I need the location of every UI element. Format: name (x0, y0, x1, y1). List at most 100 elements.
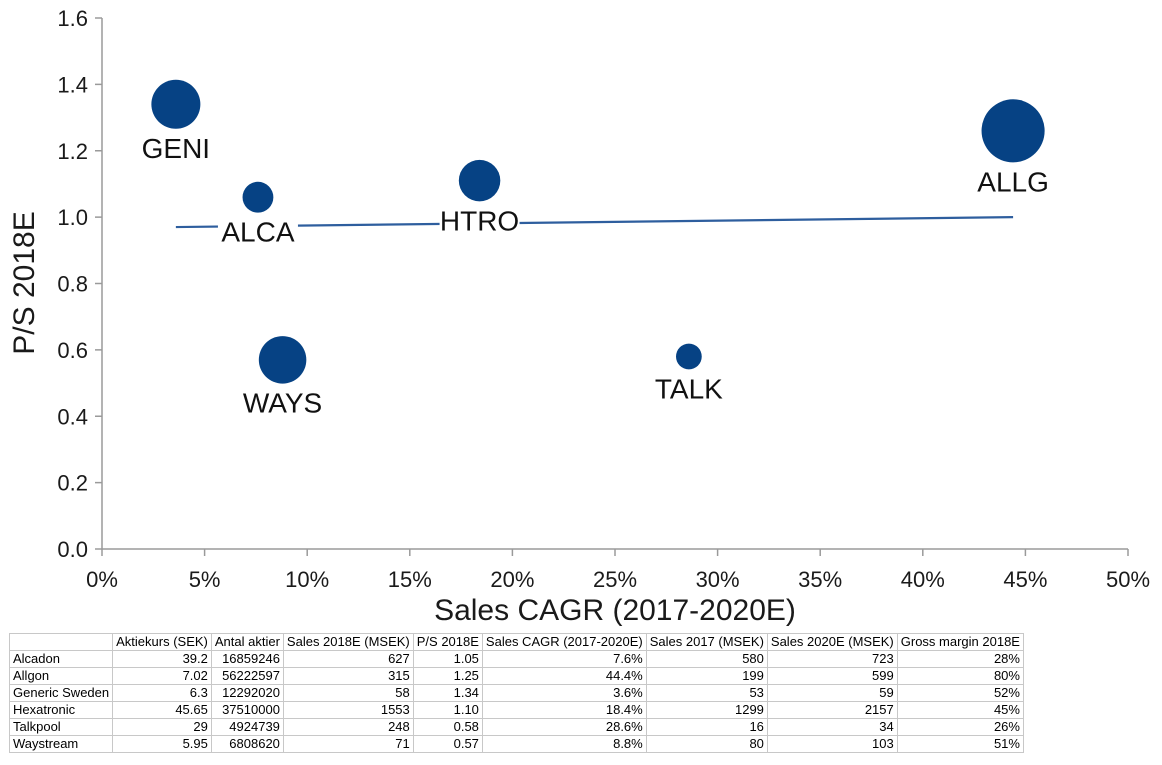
x-tick-label: 35% (798, 567, 842, 592)
table-cell: 12292020 (210, 684, 284, 702)
table-cell: 599 (766, 667, 898, 685)
y-axis-title: P/S 2018E (8, 211, 41, 354)
bubble-htro (458, 159, 501, 202)
y-tick-label: 1.0 (57, 205, 88, 230)
table-cell: 16859246 (210, 650, 284, 668)
x-tick-label: 50% (1106, 567, 1150, 592)
table-cell: 5.95 (112, 735, 212, 753)
table-cell: 18.4% (481, 701, 647, 719)
point-label-allg: ALLG (977, 166, 1049, 197)
table-cell: 39.2 (112, 650, 212, 668)
y-tick-label: 1.2 (57, 139, 88, 164)
table-cell: 0.58 (412, 718, 483, 736)
table-header-row: Aktiekurs (SEK) Antal aktier Sales 2018E (… (8, 633, 1024, 651)
table-cell: 103 (766, 735, 898, 753)
table-cell: 1.05 (412, 650, 483, 668)
table-cell: 248 (282, 718, 414, 736)
y-tick-label: 0.4 (57, 404, 88, 429)
table-cell: 56222597 (210, 667, 284, 685)
point-label-talk: TALK (655, 373, 723, 404)
table-cell: 37510000 (210, 701, 284, 719)
point-label-geni: GENI (142, 133, 210, 164)
table-cell: 1553 (282, 701, 414, 719)
y-tick-label: 1.6 (57, 6, 88, 31)
table-cell: 1.34 (412, 684, 483, 702)
table-cell: 28% (896, 650, 1024, 668)
x-tick-label: 20% (490, 567, 534, 592)
table-cell: 71 (282, 735, 414, 753)
table-cell: 51% (896, 735, 1024, 753)
table-cell: 16 (645, 718, 768, 736)
table-header-cell: Gross margin 2018E (896, 633, 1024, 651)
table-cell: 29 (112, 718, 212, 736)
table-cell: 627 (282, 650, 414, 668)
table-cell: 28.6% (481, 718, 647, 736)
point-label-alca: ALCA (221, 217, 294, 248)
table-cell: 59 (766, 684, 898, 702)
table-header-cell: Sales 2020E (MSEK) (766, 633, 898, 651)
table-row: Waystream 5.95 6808620 71 0.57 8.8% 80 103 51% (8, 735, 1024, 753)
table-cell: 1.10 (412, 701, 483, 719)
trendline-group (175, 216, 1014, 229)
x-tick-label: 5% (189, 567, 221, 592)
x-tick-label: 0% (86, 567, 118, 592)
point-label-htro: HTRO (440, 205, 519, 236)
table-cell: 1.25 (412, 667, 483, 685)
y-tick-label: 0.8 (57, 272, 88, 297)
bubble-talk (675, 343, 702, 370)
table-cell: 53 (645, 684, 768, 702)
bubble-alca (242, 181, 274, 213)
bubble-geni (151, 79, 201, 129)
point-label-ways: WAYS (243, 388, 322, 419)
bubble-ways (258, 336, 307, 384)
table-row-name: Generic Sweden (8, 684, 114, 702)
table-header-cell: Sales 2017 (MSEK) (645, 633, 768, 651)
y-tick-label: 0.6 (57, 338, 88, 363)
table-cell: 80% (896, 667, 1024, 685)
table-cell: 26% (896, 718, 1024, 736)
x-tick-label: 45% (1003, 567, 1047, 592)
x-tick-label: 30% (696, 567, 740, 592)
x-tick-label: 15% (388, 567, 432, 592)
table-cell: 45% (896, 701, 1024, 719)
table-row: Talkpool 29 4924739 248 0.58 28.6% 16 34 26% (8, 718, 1024, 736)
table-row: Allgon 7.02 56222597 315 1.25 44.4% 199 599 80% (8, 667, 1024, 685)
point-label-background (973, 164, 1054, 199)
table-cell: 2157 (766, 701, 898, 719)
table-row-name: Hexatronic (8, 701, 114, 719)
table-cell: 34 (766, 718, 898, 736)
table-row-name: Waystream (8, 735, 114, 753)
point-label-background (242, 385, 323, 420)
table-cell: 4924739 (210, 718, 284, 736)
table-header-cell: Aktiekurs (SEK) (112, 633, 212, 651)
table-cell: 3.6% (481, 684, 647, 702)
y-tick-label: 1.4 (57, 72, 88, 97)
table-header-cell: P/S 2018E (412, 633, 483, 651)
table-cell: 58 (282, 684, 414, 702)
table-cell: 580 (645, 650, 768, 668)
table-cell: 199 (645, 667, 768, 685)
data-points (151, 79, 1045, 384)
x-axis-title: Sales CAGR (2017-2020E) (434, 594, 796, 627)
y-tick-label: 0.2 (57, 471, 88, 496)
table-header-cell: Sales 2018E (MSEK) (282, 633, 414, 651)
table-row: Alcadon 39.2 16859246 627 1.05 7.6% 580 723 28% (8, 650, 1024, 668)
table-cell: 45.65 (112, 701, 212, 719)
point-label-background (648, 371, 729, 406)
ticks: 0% 5% 10% 15% 20% 25% 30% 35% 40% 45% 50% 0.0 0.2 0.4… (57, 6, 1150, 592)
table-cell: 8.8% (481, 735, 647, 753)
table-row-name: Talkpool (8, 718, 114, 736)
table-row-name: Alcadon (8, 650, 114, 668)
table-cell: 52% (896, 684, 1024, 702)
table-cell: 80 (645, 735, 768, 753)
table-cell: 6808620 (210, 735, 284, 753)
x-tick-label: 40% (901, 567, 945, 592)
table-cell: 0.57 (412, 735, 483, 753)
y-tick-label: 0.0 (57, 537, 88, 562)
bubble-allg (981, 99, 1045, 163)
table-cell: 1299 (645, 701, 768, 719)
data-table: Aktiekurs (SEK) Antal aktier Sales 2018E (… (8, 633, 1024, 753)
table-cell: 7.02 (112, 667, 212, 685)
table-row-name: Allgon (8, 667, 114, 685)
table-header-cell: Antal aktier (210, 633, 284, 651)
